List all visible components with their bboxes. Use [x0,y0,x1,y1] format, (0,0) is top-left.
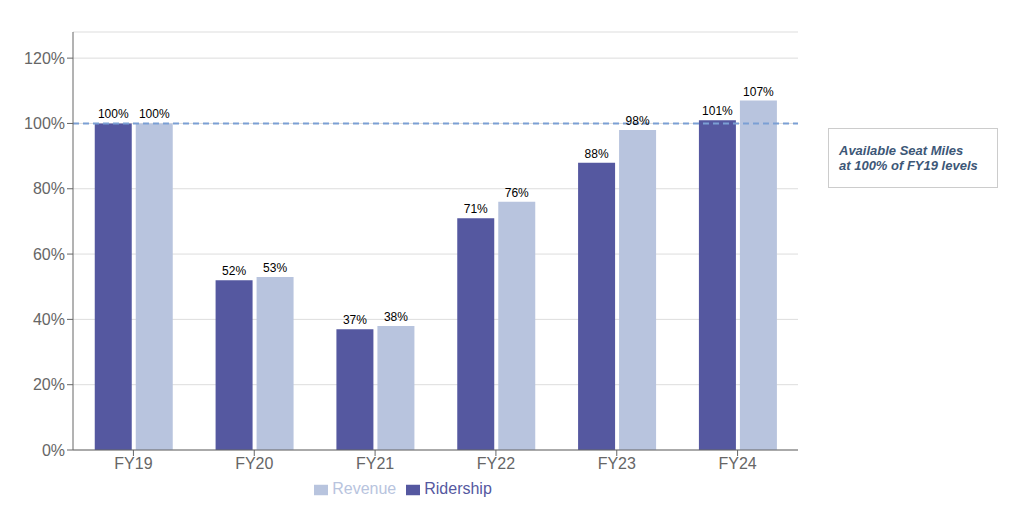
svg-text:71%: 71% [464,202,488,216]
svg-text:88%: 88% [585,147,609,161]
svg-text:FY22: FY22 [477,455,515,472]
svg-text:80%: 80% [33,180,65,197]
svg-text:60%: 60% [33,246,65,263]
svg-text:37%: 37% [343,313,367,327]
svg-text:100%: 100% [98,107,129,121]
svg-text:FY21: FY21 [356,455,394,472]
svg-text:100%: 100% [139,107,170,121]
svg-text:100%: 100% [24,115,65,132]
html-text:Available Seat Miles: Available Seat Miles [839,143,964,158]
svg-text:FY23: FY23 [598,455,636,472]
svg-text:98%: 98% [626,114,650,128]
html-text:Revenue: Revenue [332,480,397,497]
svg-text:76%: 76% [505,186,529,200]
svg-text:FY20: FY20 [235,455,273,472]
svg-text:52%: 52% [222,264,246,278]
svg-text:107%: 107% [743,85,774,99]
svg-text:120%: 120% [24,50,65,67]
svg-text:101%: 101% [702,104,733,118]
svg-text:38%: 38% [384,310,408,324]
html-text:Ridership: Ridership [424,480,492,497]
svg-text:40%: 40% [33,311,65,328]
svg-text:53%: 53% [263,261,287,275]
svg-text:FY24: FY24 [718,455,756,472]
html-text:at 100% of FY19 levels: at 100% of FY19 levels [839,158,978,173]
svg-text:FY19: FY19 [114,455,152,472]
svg-text:0%: 0% [42,442,65,459]
svg-text:20%: 20% [33,376,65,393]
